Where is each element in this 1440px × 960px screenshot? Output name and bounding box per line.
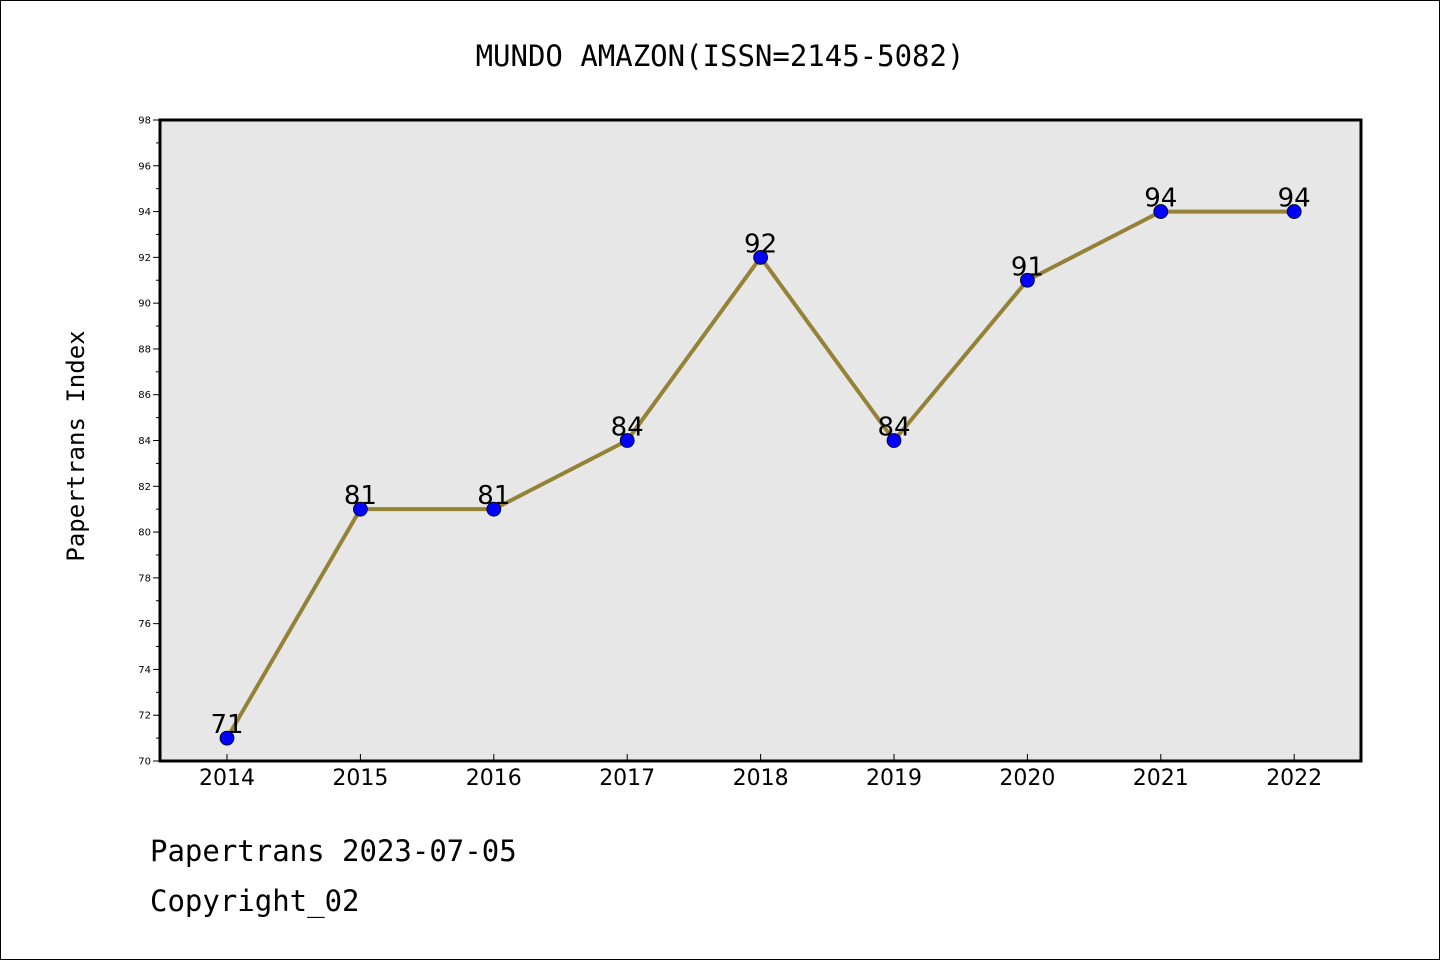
footer-date-label: Papertrans 2023-07-05 [150,834,517,868]
data-label: 92 [744,229,777,259]
data-label: 91 [1011,252,1044,282]
y-tick-label: 98 [138,116,151,127]
x-tick-label: 2019 [866,766,922,791]
series-group [219,204,1302,746]
y-tick-label: 90 [138,299,151,310]
data-label: 94 [1144,184,1177,214]
y-tick-label: 74 [138,665,151,676]
x-tick-label: 2020 [999,766,1055,791]
x-tick-label: 2021 [1133,766,1189,791]
data-labels: 71 81 81 84 92 84 91 94 94 [210,184,1310,741]
data-label: 84 [611,413,644,443]
plot-area [158,118,1363,763]
y-tick-label: 84 [138,436,151,447]
y-axis: 70 72 74 76 78 80 82 84 86 88 90 92 94 96 98 [138,116,160,768]
y-tick-label: 70 [138,757,151,768]
data-point [619,433,635,448]
x-tick-label: 2016 [466,766,522,791]
y-tick-label: 80 [138,528,151,539]
x-tick-label: 2017 [599,766,655,791]
data-label: 71 [210,710,243,740]
x-axis: 2014 2015 2016 2017 2018 2019 2020 2021 2022 [199,754,1322,791]
y-tick-label: 76 [138,619,151,630]
x-tick-label: 2018 [733,766,789,791]
footer-copyright-label: Copyright_02 [150,884,360,918]
data-point [486,501,502,517]
data-point [352,501,368,517]
y-tick-label: 86 [138,390,151,401]
x-tick-label: 2014 [199,766,255,791]
chart-title: MUNDO AMAZON(ISSN=2145-5082) [476,39,965,73]
data-point [1020,272,1035,288]
x-tick-label: 2015 [332,766,388,791]
y-tick-label: 96 [138,161,151,172]
data-label: 94 [1278,184,1311,214]
y-tick-label: 72 [138,711,151,722]
y-axis-label: Papertrans Index [62,330,90,561]
y-tick-label: 78 [138,573,151,584]
data-label: 84 [877,413,910,443]
y-tick-label: 82 [138,482,151,493]
y-tick-label: 92 [138,253,151,264]
data-label: 81 [344,481,377,511]
data-point [1153,204,1169,219]
data-point [219,730,235,746]
y-tick-label: 88 [138,344,151,355]
data-point [886,433,902,448]
data-point [753,249,768,265]
x-tick-label: 2022 [1266,766,1322,791]
data-label: 81 [477,481,510,511]
data-point [1286,204,1302,219]
y-tick-label: 94 [138,207,151,218]
